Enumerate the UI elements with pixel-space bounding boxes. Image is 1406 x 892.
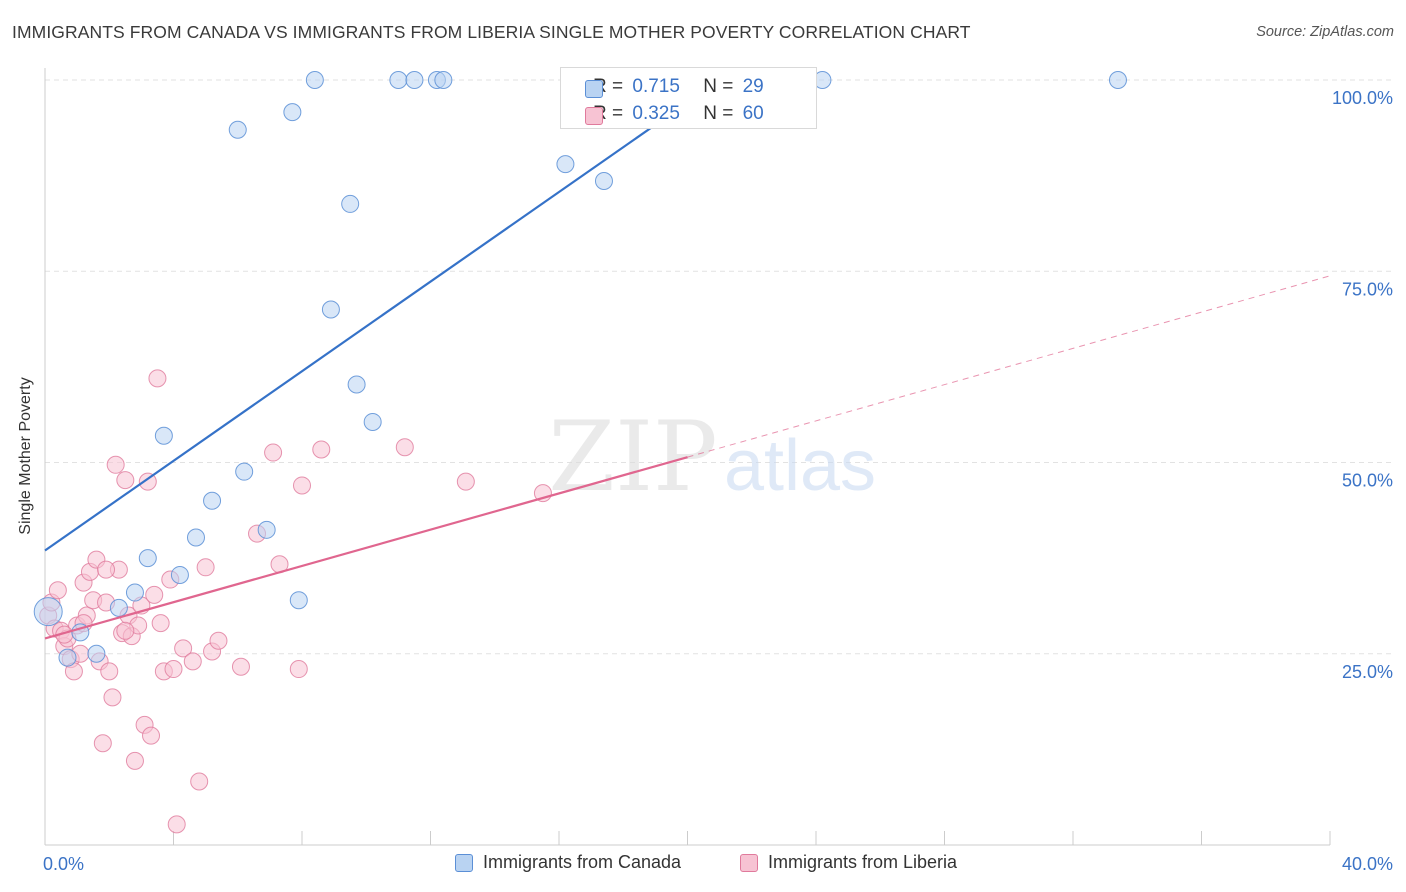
data-point-canada (154, 426, 173, 445)
chart-title: IMMIGRANTS FROM CANADA VS IMMIGRANTS FRO… (12, 22, 971, 42)
x-tick-label-min: 0.0% (43, 854, 84, 874)
y-tick-label: 75.0% (1342, 279, 1393, 299)
data-point-canada (389, 71, 408, 89)
data-point-liberia (174, 639, 193, 658)
data-point-canada (186, 528, 205, 547)
canada-r-value: 0.715 (632, 76, 680, 97)
trend-layer (44, 79, 1331, 640)
stats-row-canada: R = 0.715 N = 29 (585, 76, 764, 98)
watermark-atlas: atlas (724, 426, 876, 506)
canada-swatch (585, 80, 603, 98)
data-point-liberia (209, 631, 228, 650)
data-point-liberia (138, 472, 157, 491)
data-point-canada (283, 103, 302, 122)
data-point-liberia (125, 751, 144, 770)
data-point-canada (1108, 71, 1127, 89)
data-point-canada (321, 300, 340, 319)
data-point-canada (109, 598, 128, 617)
legend-liberia-label: Immigrants from Liberia (768, 852, 958, 872)
data-point-liberia (231, 657, 250, 676)
data-point-liberia (289, 660, 308, 679)
data-point-liberia (196, 558, 215, 577)
data-point-canada (170, 565, 189, 584)
grid-layer (45, 79, 1392, 655)
watermark-zip: ZIP (548, 401, 717, 513)
trendline-canada (44, 79, 721, 552)
data-point-canada (363, 412, 382, 431)
data-point-canada (203, 491, 222, 510)
data-point-canada (33, 597, 63, 627)
stats-row-liberia: R = 0.325 N = 60 (585, 103, 764, 125)
data-point-liberia (395, 438, 414, 457)
data-point-canada (87, 644, 106, 663)
data-point-liberia (456, 472, 475, 491)
data-point-canada (138, 549, 157, 568)
canada-n-label: N = (703, 76, 734, 97)
x-tick-label-max: 40.0% (1342, 854, 1393, 874)
y-tick-label: 25.0% (1342, 662, 1393, 682)
data-point-liberia (264, 443, 283, 462)
data-point-liberia (151, 614, 170, 633)
data-point-liberia (148, 369, 167, 388)
data-point-canada (257, 520, 276, 539)
y-tick-label: 50.0% (1342, 471, 1393, 491)
legend-liberia-swatch (740, 853, 758, 872)
data-point-liberia (48, 581, 67, 600)
data-point-canada (228, 120, 247, 139)
y-tick-label: 100.0% (1332, 88, 1393, 108)
liberia-n-label: N = (703, 103, 734, 124)
data-point-liberia (93, 734, 112, 753)
data-point-canada (305, 71, 324, 89)
legend-canada-label: Immigrants from Canada (483, 852, 682, 872)
data-point-liberia (190, 772, 209, 791)
data-point-canada (289, 591, 308, 610)
data-point-canada (556, 155, 575, 174)
data-point-liberia (293, 476, 311, 495)
data-point-canada (594, 171, 613, 190)
data-point-canada (235, 462, 254, 481)
trendline-liberia (44, 456, 688, 640)
data-point-canada (341, 194, 360, 213)
liberia-r-value: 0.325 (632, 103, 680, 124)
data-point-canada (347, 375, 366, 394)
data-point-liberia (106, 455, 125, 474)
legend-canada-swatch (455, 853, 473, 872)
data-point-canada (58, 648, 77, 667)
data-point-liberia (103, 688, 122, 707)
liberia-n-value: 60 (742, 103, 764, 124)
data-point-liberia (116, 621, 135, 640)
trendline-liberia-extension (687, 275, 1331, 458)
data-point-liberia (97, 560, 116, 579)
data-point-liberia (145, 585, 164, 604)
watermark: ZIP atlas (548, 401, 876, 513)
source-label: Source: ZipAtlas.com (1256, 24, 1394, 40)
data-point-canada (125, 583, 144, 602)
points-layer (33, 71, 1127, 834)
data-point-liberia (183, 652, 202, 671)
liberia-swatch (585, 107, 603, 125)
data-point-liberia (100, 662, 119, 681)
data-point-liberia (312, 440, 331, 459)
y-axis-label: Single Mother Poverty (17, 377, 34, 535)
data-point-liberia (142, 726, 161, 745)
axis-layer: 25.0% 50.0% 75.0% 100.0% 0.0% 40.0% (43, 68, 1393, 874)
canada-n-value: 29 (742, 76, 764, 97)
data-point-canada (405, 71, 424, 89)
data-point-canada (434, 71, 453, 89)
legend-item-canada[interactable]: Immigrants from Canada (455, 852, 681, 873)
data-point-liberia (116, 471, 135, 490)
data-point-liberia (164, 660, 183, 679)
legend-item-liberia[interactable]: Immigrants from Liberia (740, 852, 957, 873)
series-legend: Immigrants from Canada Immigrants from L… (0, 852, 1406, 878)
stats-legend: R = 0.715 N = 29 R = 0.325 N = 60 (560, 67, 817, 129)
data-point-liberia (167, 815, 186, 834)
